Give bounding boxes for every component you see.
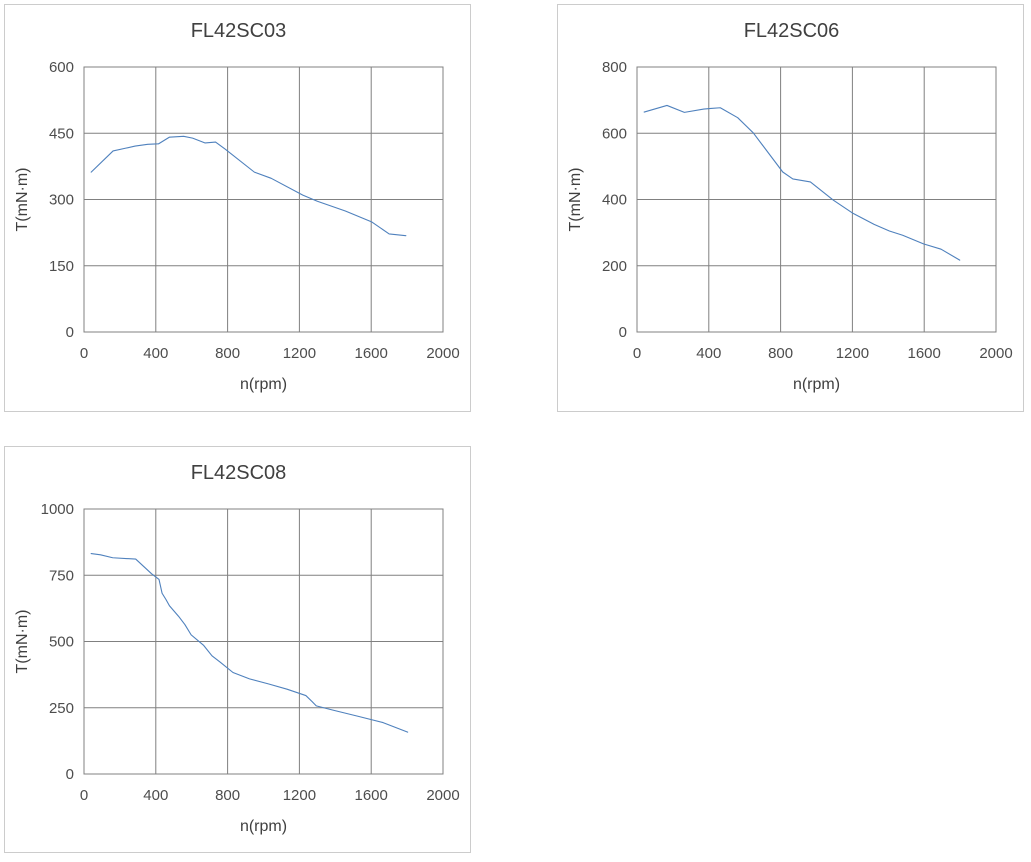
svg-text:2000: 2000	[426, 787, 459, 804]
svg-text:400: 400	[696, 345, 721, 362]
svg-text:500: 500	[49, 634, 74, 651]
svg-text:800: 800	[768, 345, 793, 362]
svg-text:n(rpm): n(rpm)	[240, 818, 287, 835]
svg-text:0: 0	[619, 324, 627, 341]
svg-text:400: 400	[602, 192, 627, 209]
svg-text:FL42SC08: FL42SC08	[191, 462, 287, 484]
svg-text:1000: 1000	[41, 501, 74, 518]
svg-text:150: 150	[49, 258, 74, 275]
svg-text:600: 600	[602, 125, 627, 142]
svg-text:450: 450	[49, 125, 74, 142]
svg-text:400: 400	[143, 787, 168, 804]
svg-text:1200: 1200	[283, 345, 316, 362]
svg-text:0: 0	[66, 766, 74, 783]
svg-text:n(rpm): n(rpm)	[240, 376, 287, 393]
svg-text:1200: 1200	[283, 787, 316, 804]
svg-text:1600: 1600	[908, 345, 941, 362]
svg-text:800: 800	[215, 345, 240, 362]
svg-text:800: 800	[602, 59, 627, 76]
svg-text:200: 200	[602, 258, 627, 275]
svg-text:750: 750	[49, 567, 74, 584]
svg-text:0: 0	[633, 345, 641, 362]
svg-text:FL42SC03: FL42SC03	[191, 20, 287, 42]
svg-text:2000: 2000	[426, 345, 459, 362]
svg-text:0: 0	[66, 324, 74, 341]
svg-text:2000: 2000	[979, 345, 1012, 362]
svg-text:0: 0	[80, 345, 88, 362]
svg-text:300: 300	[49, 192, 74, 209]
svg-text:1200: 1200	[836, 345, 869, 362]
svg-text:400: 400	[143, 345, 168, 362]
svg-text:800: 800	[215, 787, 240, 804]
svg-text:FL42SC06: FL42SC06	[744, 20, 840, 42]
svg-text:1600: 1600	[355, 787, 388, 804]
svg-text:T(mN·m): T(mN·m)	[14, 610, 31, 674]
svg-text:n(rpm): n(rpm)	[793, 376, 840, 393]
svg-text:T(mN·m): T(mN·m)	[14, 168, 31, 232]
svg-text:T(mN·m): T(mN·m)	[567, 168, 584, 232]
svg-text:250: 250	[49, 700, 74, 717]
svg-text:0: 0	[80, 787, 88, 804]
svg-text:1600: 1600	[355, 345, 388, 362]
svg-text:600: 600	[49, 59, 74, 76]
